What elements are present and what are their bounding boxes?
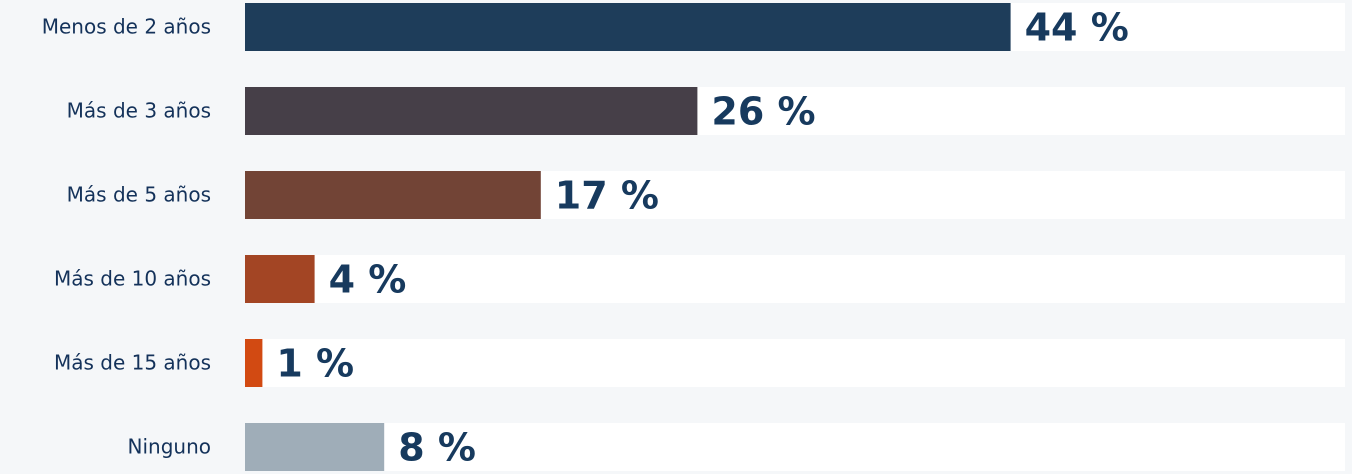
category-label: Más de 15 años	[54, 351, 211, 375]
bar	[245, 3, 1011, 51]
bar	[245, 171, 541, 219]
value-label: 44 %	[1025, 6, 1129, 50]
value-label: 8 %	[398, 426, 476, 470]
bar	[245, 423, 385, 471]
value-label: 4 %	[329, 258, 407, 302]
value-label: 17 %	[555, 174, 659, 218]
value-label: 26 %	[711, 90, 815, 134]
category-label: Más de 10 años	[54, 267, 211, 291]
bar-track	[245, 423, 1345, 471]
bar-track	[245, 255, 1345, 303]
category-label: Más de 5 años	[67, 183, 211, 207]
bar	[245, 87, 698, 135]
bar-track	[245, 339, 1345, 387]
value-label: 1 %	[276, 342, 354, 386]
category-label: Ninguno	[128, 435, 211, 459]
bar	[245, 339, 263, 387]
category-label: Menos de 2 años	[42, 15, 211, 39]
category-label: Más de 3 años	[67, 99, 211, 123]
bar	[245, 255, 315, 303]
